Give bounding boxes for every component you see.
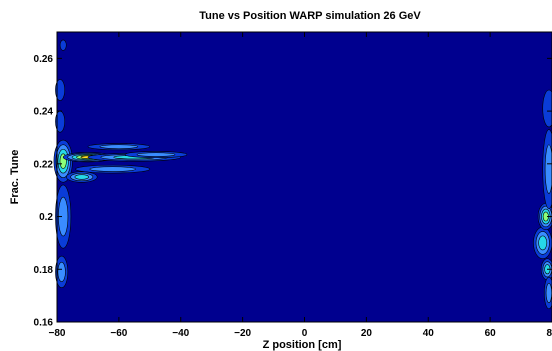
contour-plot-area	[57, 32, 552, 322]
y-tick-label: 0.24	[34, 107, 54, 118]
contour-level-2	[99, 144, 139, 149]
contour-level-3	[538, 235, 548, 251]
contour-hotspot	[542, 89, 552, 128]
x-tick-label: 60	[485, 328, 497, 339]
y-tick-label: 0.16	[34, 318, 54, 329]
contour-hotspot	[533, 226, 552, 260]
contour-hotspot	[87, 143, 151, 151]
y-tick-label: 0.2	[39, 212, 53, 223]
contour-hotspot	[55, 184, 72, 249]
contour-level-2	[545, 282, 552, 304]
contour-level-1	[59, 39, 67, 51]
x-tick-label: 0	[302, 328, 308, 339]
contour-hotspot	[543, 276, 552, 310]
contour-level-1	[55, 79, 66, 101]
contour-layer	[53, 39, 552, 310]
contour-hotspot	[55, 79, 66, 101]
contour-hotspot	[75, 164, 151, 174]
contour-hotspot	[59, 39, 67, 51]
y-tick-label: 0.26	[34, 54, 54, 65]
contour-hotspot	[65, 171, 98, 183]
x-tick-label: 80	[546, 328, 552, 339]
chart-title: Tune vs Position WARP simulation 26 GeV	[199, 10, 421, 22]
x-tick-label: −60	[110, 328, 127, 339]
contour-hotspot	[53, 139, 73, 183]
contour-hotspot	[55, 255, 69, 289]
y-axis-label: Frac. Tune	[9, 150, 21, 205]
y-tick-label: 0.22	[34, 159, 54, 170]
contour-level-2	[89, 166, 136, 172]
contour-hotspot	[542, 129, 552, 209]
contour-level-1	[542, 89, 552, 128]
x-tick-labels: −80 −60 −40 −20 0 20 40 60 80	[49, 328, 552, 339]
y-tick-label: 0.18	[34, 265, 54, 276]
plot-frame	[56, 31, 552, 323]
x-axis-label: Z position [cm]	[263, 339, 342, 351]
contour-level-2	[136, 152, 176, 157]
contour-level-3	[74, 174, 89, 180]
x-tick-label: 20	[361, 328, 373, 339]
contour-level-2	[544, 144, 552, 194]
x-tick-label: 40	[423, 328, 435, 339]
contour-level-2	[57, 261, 66, 282]
y-tick-labels: 0.16 0.18 0.2 0.22 0.24 0.26	[34, 54, 54, 329]
x-tick-label: −80	[49, 328, 66, 339]
x-tick-label: −40	[172, 328, 189, 339]
contour-hotspot	[124, 151, 188, 159]
x-tick-label: −20	[234, 328, 251, 339]
